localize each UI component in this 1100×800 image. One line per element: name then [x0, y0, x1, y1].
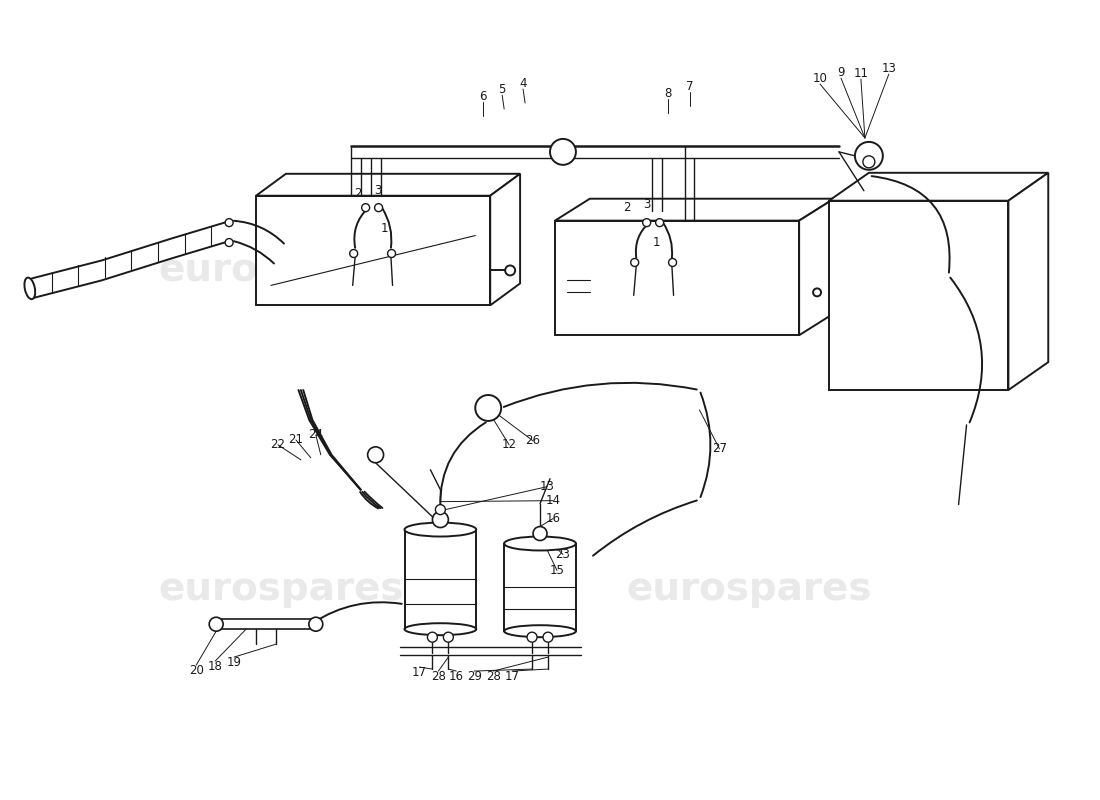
Circle shape	[428, 632, 438, 642]
Text: 13: 13	[881, 62, 896, 74]
Circle shape	[226, 218, 233, 226]
Text: 13: 13	[540, 480, 554, 493]
Circle shape	[855, 142, 883, 170]
Circle shape	[375, 204, 383, 212]
Circle shape	[362, 204, 370, 212]
Text: 1: 1	[381, 222, 388, 235]
Text: 28: 28	[486, 670, 500, 682]
Polygon shape	[829, 173, 1048, 201]
Circle shape	[656, 218, 663, 226]
Text: 26: 26	[526, 434, 540, 447]
Text: 4: 4	[519, 77, 527, 90]
Text: 2: 2	[354, 187, 362, 200]
Circle shape	[309, 618, 322, 631]
Text: 17: 17	[505, 670, 519, 682]
Text: 17: 17	[412, 666, 427, 678]
Ellipse shape	[405, 623, 476, 635]
Circle shape	[630, 258, 639, 266]
Text: eurospares: eurospares	[158, 570, 404, 608]
Text: 7: 7	[685, 79, 693, 93]
Text: 2: 2	[623, 201, 630, 214]
Bar	[405, 530, 476, 630]
Circle shape	[550, 139, 576, 165]
Text: 11: 11	[854, 66, 868, 80]
Text: 3: 3	[374, 184, 382, 198]
Text: 8: 8	[664, 86, 671, 99]
Polygon shape	[491, 174, 520, 306]
Circle shape	[527, 632, 537, 642]
Text: 6: 6	[480, 90, 487, 102]
Text: 3: 3	[644, 198, 650, 211]
Text: eurospares: eurospares	[627, 251, 872, 290]
Bar	[504, 543, 576, 631]
Text: 15: 15	[550, 564, 564, 577]
Circle shape	[669, 258, 676, 266]
Ellipse shape	[504, 626, 576, 637]
Text: 29: 29	[466, 670, 482, 682]
Circle shape	[534, 526, 547, 541]
Polygon shape	[1009, 173, 1048, 390]
Text: 10: 10	[813, 72, 827, 85]
Polygon shape	[256, 174, 520, 196]
Polygon shape	[256, 196, 491, 306]
Circle shape	[813, 288, 821, 296]
Text: 28: 28	[431, 670, 446, 682]
Circle shape	[505, 266, 515, 275]
Text: 21: 21	[288, 434, 304, 446]
Text: 14: 14	[546, 494, 561, 507]
Circle shape	[642, 218, 650, 226]
Text: 9: 9	[837, 66, 845, 78]
Ellipse shape	[24, 278, 35, 299]
Circle shape	[350, 250, 358, 258]
Circle shape	[475, 395, 502, 421]
Text: 16: 16	[546, 512, 561, 525]
Circle shape	[209, 618, 223, 631]
Ellipse shape	[504, 537, 576, 550]
Text: 1: 1	[653, 236, 660, 249]
Circle shape	[443, 632, 453, 642]
Text: 16: 16	[449, 670, 464, 682]
Text: eurospares: eurospares	[158, 251, 404, 290]
Polygon shape	[556, 198, 834, 221]
Text: eurospares: eurospares	[627, 570, 872, 608]
Circle shape	[543, 632, 553, 642]
Circle shape	[226, 238, 233, 246]
Circle shape	[432, 512, 449, 527]
Text: 24: 24	[308, 428, 323, 442]
Text: 20: 20	[189, 663, 204, 677]
Text: 18: 18	[208, 659, 222, 673]
Polygon shape	[829, 201, 1009, 390]
Text: 22: 22	[271, 438, 285, 451]
Circle shape	[387, 250, 396, 258]
Circle shape	[367, 447, 384, 462]
Text: 5: 5	[498, 82, 506, 95]
Text: 27: 27	[712, 442, 727, 455]
Circle shape	[862, 156, 874, 168]
Ellipse shape	[405, 522, 476, 537]
Polygon shape	[799, 198, 834, 335]
Circle shape	[436, 505, 446, 514]
Polygon shape	[556, 221, 799, 335]
Text: 12: 12	[502, 438, 517, 451]
Text: 19: 19	[227, 655, 242, 669]
Text: 23: 23	[556, 548, 571, 561]
